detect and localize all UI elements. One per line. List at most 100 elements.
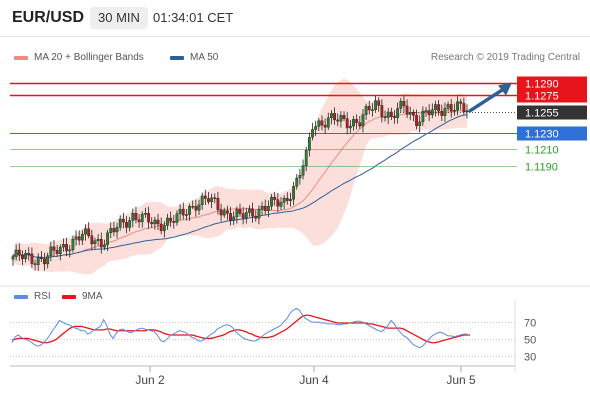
- candle-body: [213, 197, 217, 199]
- candle-body: [229, 213, 232, 221]
- candle-body: [285, 197, 289, 201]
- candle-body: [326, 117, 330, 128]
- candle-body: [364, 106, 368, 115]
- candle-body: [301, 165, 305, 176]
- candle-body: [295, 177, 299, 187]
- candle-body: [39, 257, 43, 260]
- candle-body: [109, 228, 113, 234]
- candle-body: [43, 258, 46, 265]
- level-badge-1.1290: [517, 76, 587, 91]
- candle-body: [207, 198, 210, 202]
- candle-body: [421, 110, 425, 123]
- candle-body: [260, 205, 264, 210]
- ma9-line: [11, 314, 470, 344]
- candle-body: [131, 212, 135, 221]
- candle-body: [418, 121, 422, 126]
- candle-body: [77, 236, 81, 241]
- candle-body: [266, 206, 270, 211]
- candle-body: [430, 109, 434, 116]
- level-badge-1.1275: [517, 88, 587, 103]
- candle-body: [24, 253, 28, 260]
- candle-body: [219, 209, 223, 216]
- candle-body: [386, 111, 390, 118]
- candle-body: [257, 208, 261, 219]
- candle-body: [462, 103, 466, 113]
- candle-body: [339, 115, 343, 122]
- level-label-1.1275: 1.1275: [525, 91, 559, 103]
- candle-body: [330, 113, 333, 118]
- candle-body: [289, 199, 292, 201]
- candle-body: [367, 106, 371, 111]
- candle-body: [159, 223, 163, 232]
- candle-body: [270, 196, 273, 207]
- candle-body: [361, 114, 365, 127]
- candle-body: [235, 209, 239, 218]
- timeframe-badge[interactable]: 30 MIN: [90, 7, 148, 29]
- ma20-swatch: [14, 55, 28, 60]
- candle-body: [128, 220, 132, 228]
- candle-body: [194, 205, 198, 211]
- candle-body: [144, 213, 147, 215]
- level-badge-1.1230: [517, 126, 587, 141]
- timestamp: 01:34:01 CET: [153, 10, 234, 25]
- candle-body: [52, 246, 56, 251]
- candle-body: [459, 101, 463, 104]
- candle-body: [279, 202, 283, 207]
- candle-body: [225, 210, 229, 214]
- candle-body: [172, 220, 176, 223]
- candle-body: [323, 124, 327, 128]
- candle-body: [336, 119, 340, 122]
- candle-body: [27, 253, 31, 255]
- legend-rsi-label: RSI: [34, 291, 51, 302]
- candle-body: [210, 197, 214, 202]
- ma9-swatch: [62, 294, 76, 299]
- candle-body: [311, 129, 314, 138]
- candle-body: [377, 100, 381, 106]
- candle-body: [153, 219, 157, 225]
- candle-body: [68, 249, 72, 252]
- time-label-1: Jun 4: [299, 373, 329, 387]
- legend-ma20: MA 20 + Bollinger Bands: [14, 52, 144, 63]
- candle-body: [456, 101, 459, 111]
- candle-body: [55, 250, 59, 254]
- legend-ma50-label: MA 50: [190, 52, 219, 63]
- legend-ma50: MA 50: [170, 52, 218, 63]
- candle-body: [178, 208, 182, 215]
- candle-body: [169, 217, 173, 222]
- candle-body: [30, 253, 34, 264]
- rsi-swatch: [14, 294, 28, 299]
- candle-body: [188, 205, 191, 215]
- candle-body: [203, 195, 207, 199]
- level-label-1.1255: 1.1255: [525, 108, 559, 120]
- candle-body: [134, 212, 138, 220]
- candle-body: [248, 208, 251, 213]
- candle-body: [58, 246, 62, 254]
- candle-body: [371, 109, 374, 111]
- candle-body: [383, 116, 387, 118]
- candle-body: [71, 239, 75, 251]
- candle-body: [156, 219, 160, 225]
- level-label-1.1290: 1.1290: [525, 79, 559, 91]
- candle-body: [434, 104, 437, 110]
- candle-body: [11, 256, 15, 260]
- candle-body: [140, 213, 144, 223]
- candle-body: [437, 104, 441, 112]
- candle-body: [137, 219, 141, 223]
- candle-body: [181, 208, 185, 216]
- candle-body: [62, 244, 65, 248]
- candle-body: [74, 236, 78, 240]
- candle-body: [380, 105, 384, 117]
- candle-body: [238, 209, 242, 214]
- candle-body: [125, 222, 128, 228]
- candle-body: [121, 218, 125, 223]
- candle-body: [87, 228, 91, 236]
- candle-body: [298, 175, 302, 179]
- time-label-2: Jun 5: [446, 373, 476, 387]
- candle-body: [191, 205, 195, 208]
- candle-body: [389, 111, 393, 117]
- candle-body: [333, 113, 336, 121]
- candle-body: [263, 205, 267, 211]
- legend-9ma-label: 9MA: [82, 291, 103, 302]
- candle-body: [424, 110, 428, 112]
